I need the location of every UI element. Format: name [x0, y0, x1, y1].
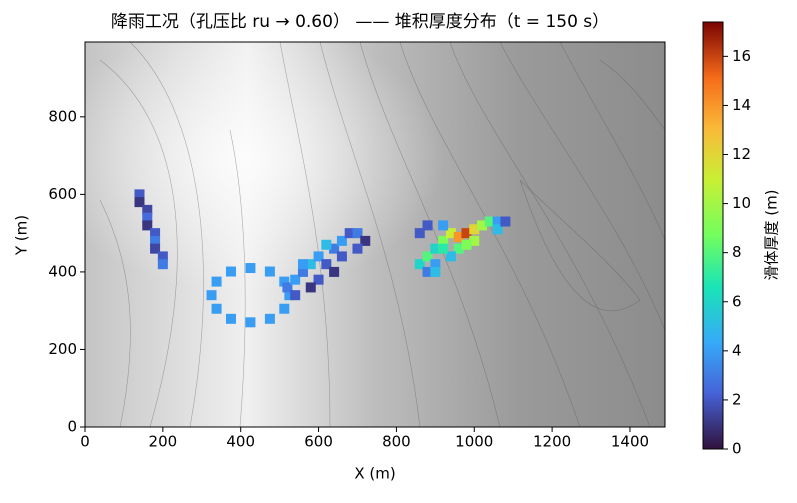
deposit-cell — [321, 259, 332, 270]
deposit-cell — [422, 220, 433, 231]
deposit-cell — [336, 235, 347, 246]
colorbar-tick-label: 10 — [732, 194, 751, 212]
deposit-cell — [445, 251, 456, 262]
deposit-cell — [477, 220, 488, 231]
deposit-cell — [150, 235, 161, 246]
colorbar-tick-label: 4 — [732, 341, 742, 359]
deposit-cell — [305, 259, 316, 270]
deposit-cell — [225, 266, 236, 277]
deposit-cell — [206, 290, 217, 301]
deposit-cell — [461, 228, 472, 239]
deposit-cell — [150, 243, 161, 254]
deposit-cell — [492, 216, 503, 227]
deposit-cell — [279, 276, 290, 287]
deposit-cell — [211, 303, 222, 314]
colorbar-tick-label: 16 — [732, 47, 751, 65]
deposit-cell — [445, 228, 456, 239]
deposit-cell — [352, 228, 363, 239]
y-tick-label: 200 — [48, 340, 77, 358]
deposit-cell — [290, 274, 301, 285]
x-tick-label: 1400 — [611, 433, 649, 451]
deposit-cell — [305, 282, 316, 293]
deposit-cell — [142, 220, 153, 231]
deposit-cell — [134, 189, 145, 200]
x-axis-label: X (m) — [354, 465, 395, 483]
colorbar-tick-label: 2 — [732, 390, 742, 408]
colorbar-label: 滑体厚度 (m) — [763, 189, 781, 280]
x-tick-label: 600 — [304, 433, 333, 451]
terrain — [85, 42, 665, 427]
deposit-cell — [422, 266, 433, 277]
deposit-cell — [430, 266, 441, 277]
y-tick-label: 400 — [48, 262, 77, 280]
deposit-cell — [469, 224, 480, 235]
x-tick-label: 400 — [226, 433, 255, 451]
deposit-cell — [469, 235, 480, 246]
deposit-cell — [321, 239, 332, 250]
deposit-cell — [282, 282, 293, 293]
deposit-cell — [344, 228, 355, 239]
deposit-cell — [157, 259, 168, 270]
deposit-cell — [453, 243, 464, 254]
deposit-cell — [279, 303, 290, 314]
deposit-cell — [329, 266, 340, 277]
x-tick-label: 800 — [382, 433, 411, 451]
colorbar-tick-label: 12 — [732, 145, 751, 163]
deposit-cell — [313, 251, 324, 262]
y-axis-label: Y (m) — [13, 215, 31, 256]
y-tick-label: 0 — [67, 418, 77, 436]
x-tick-label: 1000 — [455, 433, 493, 451]
deposit-cell — [225, 313, 236, 324]
y-tick-label: 800 — [48, 107, 77, 125]
deposit-cell — [492, 224, 503, 235]
deposit-cell — [461, 239, 472, 250]
deposit-cell — [438, 220, 449, 231]
deposit-cell — [422, 251, 433, 262]
deposit-cell — [142, 204, 153, 215]
x-tick-label: 0 — [80, 433, 90, 451]
deposit-cell — [453, 232, 464, 243]
deposit-cell — [430, 259, 441, 270]
deposit-cell — [414, 228, 425, 239]
colorbar-tick-label: 0 — [732, 440, 742, 458]
colorbar — [702, 21, 724, 450]
deposit-cell — [329, 243, 340, 254]
deposit-cell — [336, 251, 347, 262]
deposit-cell — [142, 212, 153, 223]
deposit-cell — [290, 290, 301, 301]
deposit-cell — [438, 243, 449, 254]
deposit-cell — [352, 243, 363, 254]
deposit-cell — [500, 216, 511, 227]
chart-title: 降雨工况（孔压比 ru → 0.60） —— 堆积厚度分布（t = 150 s） — [111, 12, 609, 32]
deposit-cell — [264, 313, 275, 324]
deposit-cell — [284, 290, 295, 301]
colorbar-tick-label: 8 — [732, 243, 742, 261]
deposit-cell — [264, 266, 275, 277]
x-tick-label: 1200 — [533, 433, 571, 451]
colorbar-tick-label: 14 — [732, 96, 751, 114]
deposit-cell — [313, 274, 324, 285]
plot-frame — [84, 41, 666, 428]
deposit-cell — [211, 276, 222, 287]
deposit-cell — [360, 235, 371, 246]
deposit-cell — [245, 263, 256, 274]
deposit-cell — [245, 317, 256, 328]
deposit-cell — [430, 243, 441, 254]
deposit-cell — [484, 216, 495, 227]
colorbar-tick-label: 6 — [732, 292, 742, 310]
deposit-cell — [414, 259, 425, 270]
deposit-cell — [438, 235, 449, 246]
deposit-cell — [134, 197, 145, 208]
deposit-cell — [150, 228, 161, 239]
y-tick-label: 600 — [48, 185, 77, 203]
deposit-cell — [297, 266, 308, 277]
deposit-cell — [297, 259, 308, 270]
deposit-cell — [157, 251, 168, 262]
x-tick-label: 200 — [149, 433, 178, 451]
